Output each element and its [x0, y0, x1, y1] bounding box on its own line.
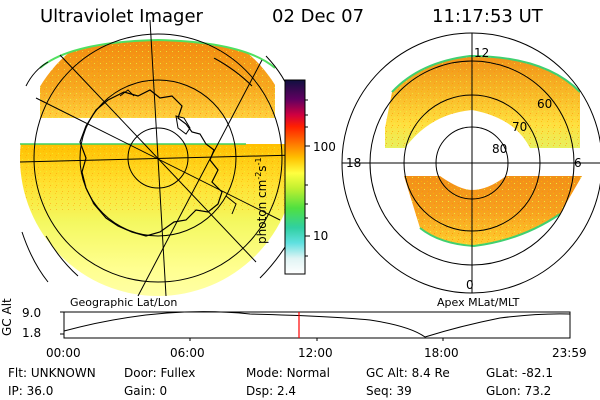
info-door-label: Door: — [124, 366, 157, 380]
geographic-map — [19, 19, 297, 297]
info-flight: Flt: UNKNOWN — [8, 366, 96, 380]
mlt-label-18: 18 — [346, 156, 362, 170]
info-gc-alt: GC Alt: 8.4 Re — [366, 366, 450, 380]
mlt-label-0: 0 — [466, 278, 474, 292]
info-ip: IP: 36.0 — [8, 384, 53, 398]
colorbar-unit-mid: s — [255, 165, 269, 172]
colorbar-tick-100: 100 — [313, 140, 336, 154]
info-flight-value: UNKNOWN — [30, 366, 96, 380]
info-ip-label: IP: — [8, 384, 23, 398]
info-dsp-label: Dsp: — [246, 384, 274, 398]
info-gain: Gain: 0 — [124, 384, 167, 398]
colorbar-unit-text: photon cm — [255, 179, 269, 244]
mlat-label-80: 80 — [492, 142, 508, 156]
mlt-label-6: 6 — [574, 156, 582, 170]
colorbar-unit-label: photon cm-2s-1 — [254, 157, 269, 244]
polar-plot-label: Apex MLat/MLT — [437, 296, 520, 309]
info-seq-label: Seq: — [366, 384, 393, 398]
info-dsp-value: 2.4 — [276, 384, 297, 398]
altitude-plot — [60, 311, 571, 341]
info-mode: Mode: Normal — [246, 366, 330, 380]
colorbar-tick-10: 10 — [313, 229, 329, 243]
info-gain-label: Gain: — [124, 384, 156, 398]
time-tick-0000: 00:00 — [46, 346, 81, 360]
time-tick-2359: 23:59 — [552, 346, 587, 360]
info-glon: GLon: 73.2 — [486, 384, 551, 398]
mlt-label-12: 12 — [474, 46, 490, 60]
info-seq-value: 39 — [396, 384, 412, 398]
time-label: 11:17:53 UT — [432, 6, 543, 27]
info-glon-value: 73.2 — [524, 384, 552, 398]
altitude-y-tick-9: 9.0 — [22, 306, 42, 320]
info-flight-label: Flt: — [8, 366, 27, 380]
altitude-y-tick-1-8: 1.8 — [22, 326, 42, 340]
colorbar-unit-sup2: -1 — [254, 157, 263, 166]
info-gc-alt-value: 8.4 Re — [411, 366, 450, 380]
info-mode-value: Normal — [286, 366, 330, 380]
info-glon-label: GLon: — [486, 384, 521, 398]
time-tick-1200: 12:00 — [298, 346, 333, 360]
mlat-label-70: 70 — [512, 120, 528, 134]
polar-plot — [341, 32, 600, 294]
geographic-map-label: Geographic Lat/Lon — [70, 296, 178, 309]
info-seq: Seq: 39 — [366, 384, 412, 398]
info-glat-value: -82.1 — [521, 366, 553, 380]
info-mode-label: Mode: — [246, 366, 283, 380]
info-glat-label: GLat: — [486, 366, 519, 380]
colorbar — [284, 79, 310, 275]
time-tick-1800: 18:00 — [424, 346, 459, 360]
info-dsp: Dsp: 2.4 — [246, 384, 296, 398]
info-gain-value: 0 — [159, 384, 168, 398]
info-glat: GLat: -82.1 — [486, 366, 553, 380]
info-gc-alt-label: GC Alt: — [366, 366, 408, 380]
mlat-label-60: 60 — [537, 97, 553, 111]
colorbar-unit-sup1: -2 — [254, 171, 263, 180]
info-door: Door: Fullex — [124, 366, 195, 380]
altitude-y-label: GC Alt — [0, 298, 14, 336]
time-tick-0600: 06:00 — [170, 346, 205, 360]
info-door-value: Fullex — [160, 366, 196, 380]
info-ip-value: 36.0 — [26, 384, 54, 398]
instrument-title: Ultraviolet Imager — [40, 6, 203, 27]
date-label: 02 Dec 07 — [272, 6, 365, 27]
